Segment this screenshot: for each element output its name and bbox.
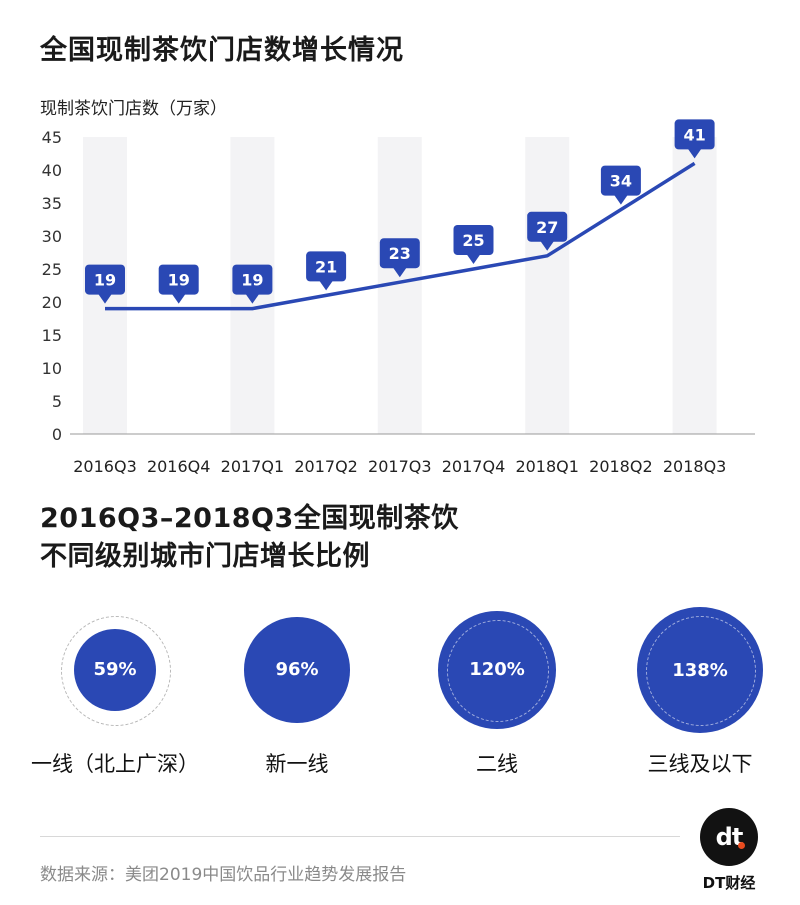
callout-pointer: [466, 254, 481, 264]
bubble-value: 138%: [672, 659, 728, 681]
data-callout: [453, 225, 494, 255]
x-tick-label: 2018Q2: [589, 457, 653, 476]
y-tick-label: 0: [52, 425, 62, 444]
data-label: 19: [168, 271, 190, 290]
y-tick-label: 35: [42, 194, 62, 213]
city-tier-label: 一线（北上广深）: [31, 752, 199, 776]
x-tick-label: 2017Q4: [442, 457, 506, 476]
source-note: 数据来源：美团2019中国饮品行业趋势发展报告: [40, 865, 407, 885]
city-tier-label: 新一线: [265, 752, 329, 776]
callout-pointer: [319, 280, 334, 291]
bubble-chart-title: 2016Q3–2018Q3全国现制茶饮 不同级别城市门店增长比例: [40, 500, 459, 576]
data-callout: [158, 264, 199, 295]
y-tick-label: 20: [42, 293, 62, 312]
x-tick-label: 2018Q1: [515, 457, 579, 476]
x-tick-label: 2016Q4: [147, 457, 211, 476]
data-callout: [85, 264, 125, 295]
bubble-title-line1: 2016Q3–2018Q3全国现制茶饮: [40, 503, 459, 534]
y-tick-label: 15: [42, 326, 62, 345]
y-tick-label: 25: [42, 260, 62, 279]
city-tier-label: 三线及以下: [647, 752, 753, 776]
data-callout: [379, 238, 420, 269]
bubble-inner-ring: [447, 620, 549, 722]
bubble: 138%: [637, 607, 763, 733]
footer-divider: [40, 836, 680, 837]
x-tick-label: 2017Q3: [368, 457, 432, 476]
column-band: [672, 137, 717, 434]
line-chart: 0 5 10 15 20 25 30 35 40 45 2016Q3 2016Q4 2017Q1 2017…: [42, 119, 755, 476]
bubble-value: 120%: [469, 659, 525, 681]
x-tick-label: 2017Q1: [221, 457, 285, 476]
data-callout: [306, 251, 347, 282]
data-label: 21: [315, 257, 337, 276]
bubble-value: 59%: [93, 659, 137, 681]
callout-pointer: [613, 194, 628, 205]
data-callout: [674, 119, 715, 150]
bubble-inner-ring: [646, 616, 756, 726]
logo-dot: [738, 842, 745, 849]
city-tier-label: 二线: [476, 752, 518, 776]
bubble-title-line2: 不同级别城市门店增长比例: [40, 541, 370, 572]
bubble-value: 96%: [275, 659, 319, 681]
data-label: 27: [536, 218, 558, 237]
logo-text: DT财经: [702, 874, 756, 892]
data-callout: [232, 264, 273, 295]
data-label: 25: [462, 231, 484, 250]
callout-pointer: [540, 240, 555, 251]
x-tick-label: 2016Q3: [73, 457, 137, 476]
bubble: 59%: [73, 628, 157, 712]
data-label: 19: [241, 271, 263, 290]
callout-pointer: [245, 293, 260, 304]
callout-pointer: [392, 267, 407, 278]
data-label: 41: [683, 125, 705, 144]
y-tick-label: 45: [42, 128, 62, 147]
dt-logo-icon: dt: [700, 808, 758, 866]
data-label: 19: [94, 271, 116, 290]
bubble: 120%: [438, 611, 556, 729]
column-band: [525, 137, 570, 434]
data-callout: [600, 165, 641, 196]
y-tick-label: 5: [52, 392, 62, 411]
callout-pointer: [171, 293, 186, 304]
bubble: 96%: [244, 617, 350, 723]
data-label: 34: [610, 172, 632, 191]
x-tick-label: 2018Q3: [663, 457, 727, 476]
series-line: [105, 161, 696, 311]
x-tick-label: 2017Q2: [294, 457, 358, 476]
y-tick-label: 10: [42, 359, 62, 378]
data-label: 23: [389, 244, 411, 263]
bubble-outline: [61, 616, 171, 726]
callout-pointer: [687, 148, 702, 159]
callout-pointer: [98, 293, 112, 304]
y-axis-label: 现制茶饮门店数（万家）: [40, 99, 227, 119]
data-callout: [527, 211, 568, 242]
chart-title: 全国现制茶饮门店数增长情况: [40, 35, 404, 66]
y-tick-label: 40: [42, 161, 62, 180]
y-tick-label: 30: [42, 227, 62, 246]
